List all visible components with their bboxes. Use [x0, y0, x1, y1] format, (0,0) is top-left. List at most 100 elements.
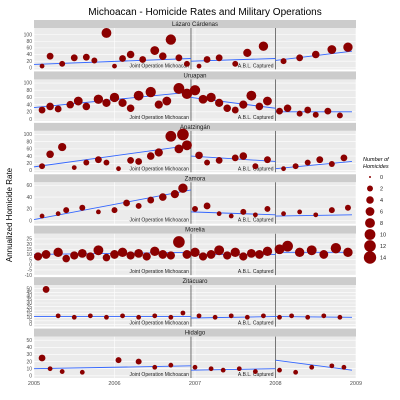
data-point	[63, 207, 70, 214]
data-point	[123, 199, 130, 207]
event-label: A.B.L. Captured	[238, 321, 274, 327]
data-point	[70, 251, 79, 260]
legend-symbol	[367, 185, 373, 192]
data-point	[252, 163, 259, 170]
x-tick-label: 2005	[28, 381, 40, 387]
panel-4: Zamora 0 20 40 60 Joint Operation Michoacan A.…	[26, 174, 357, 224]
panel-strip	[34, 174, 356, 183]
legend-symbol	[365, 207, 375, 216]
data-point	[190, 247, 200, 258]
y-tick-label: 40	[26, 345, 32, 351]
data-point	[112, 63, 117, 69]
data-point	[198, 94, 208, 104]
y-tick-label: 30	[26, 352, 32, 358]
panel-strip-label: Hidalgo	[185, 331, 206, 337]
panel-strip-label: Apatzingán	[180, 125, 210, 131]
data-point	[168, 314, 174, 320]
data-point	[126, 251, 135, 260]
y-tick-label: 60	[26, 46, 32, 52]
data-point	[312, 111, 319, 118]
legend-label: 10	[380, 233, 386, 239]
legend-symbol	[363, 251, 377, 264]
data-point	[274, 244, 285, 255]
y-tick-label: 10	[26, 366, 32, 372]
legend-label: 4	[380, 198, 383, 204]
data-point	[304, 106, 312, 114]
data-point	[196, 313, 202, 319]
data-point	[38, 106, 46, 114]
data-point	[246, 248, 256, 258]
data-point	[206, 250, 216, 259]
y-tick-label: 40	[26, 102, 32, 108]
data-point	[135, 158, 143, 165]
trend-line	[275, 161, 353, 170]
data-point	[264, 156, 271, 164]
data-point	[115, 357, 122, 364]
y-tick-label: 45	[26, 290, 32, 296]
y-tick-label: 100	[24, 32, 33, 38]
data-point	[220, 367, 226, 373]
data-point	[165, 34, 177, 45]
y-tick-label: 5	[29, 257, 32, 263]
data-point	[309, 364, 315, 370]
y-tick-label: 80	[26, 139, 32, 145]
data-point	[91, 57, 98, 64]
y-tick-label: 100	[24, 81, 33, 87]
data-point	[103, 159, 110, 166]
y-tick-label: 60	[26, 183, 32, 189]
y-tick-label: 20	[26, 308, 32, 314]
data-point	[46, 150, 54, 159]
data-point	[296, 54, 304, 62]
data-point	[109, 92, 120, 103]
data-point	[142, 252, 151, 261]
data-point	[277, 367, 282, 373]
y-tick-label: 25	[26, 304, 32, 310]
y-tick-label: 40	[26, 294, 32, 300]
data-point	[38, 354, 46, 362]
data-point	[203, 56, 211, 63]
y-tick-label: 0	[29, 218, 32, 224]
data-point	[344, 204, 351, 211]
data-point	[296, 110, 303, 117]
x-tick-label: 2009	[350, 381, 362, 387]
data-point	[93, 245, 104, 256]
data-point	[343, 247, 353, 258]
data-point	[289, 313, 294, 319]
y-tick-label: 5	[29, 319, 32, 325]
data-point	[192, 205, 198, 212]
data-point	[79, 369, 85, 375]
panel-strip-label: Morelia	[185, 228, 205, 234]
data-point	[173, 236, 185, 248]
data-point	[277, 314, 282, 320]
data-point	[71, 165, 77, 170]
data-point	[165, 130, 177, 142]
data-point	[231, 154, 239, 162]
data-point	[127, 156, 135, 164]
data-point	[53, 247, 63, 258]
data-point	[135, 358, 142, 365]
panel-strip	[34, 277, 356, 286]
event-label: A.B.L. Captured	[238, 63, 274, 69]
data-point	[116, 166, 121, 172]
data-point	[71, 314, 77, 320]
legend-symbol	[364, 229, 376, 240]
data-point	[162, 96, 172, 106]
y-axis-label: Annualized Homicide Rate	[5, 167, 14, 262]
data-point	[214, 245, 225, 256]
data-point	[239, 152, 248, 160]
data-point	[147, 196, 155, 204]
data-point	[297, 209, 303, 215]
legend-title-line2: Homicides	[363, 164, 389, 170]
data-point	[110, 250, 119, 259]
trend-line	[275, 359, 353, 371]
data-point	[216, 211, 222, 217]
data-point	[327, 45, 337, 54]
event-label: Joint Operation Michoacan	[129, 115, 189, 121]
y-tick-label: 0	[29, 117, 32, 123]
data-point	[180, 310, 186, 316]
y-tick-label: 0	[29, 322, 32, 328]
legend-label: 14	[380, 256, 386, 262]
